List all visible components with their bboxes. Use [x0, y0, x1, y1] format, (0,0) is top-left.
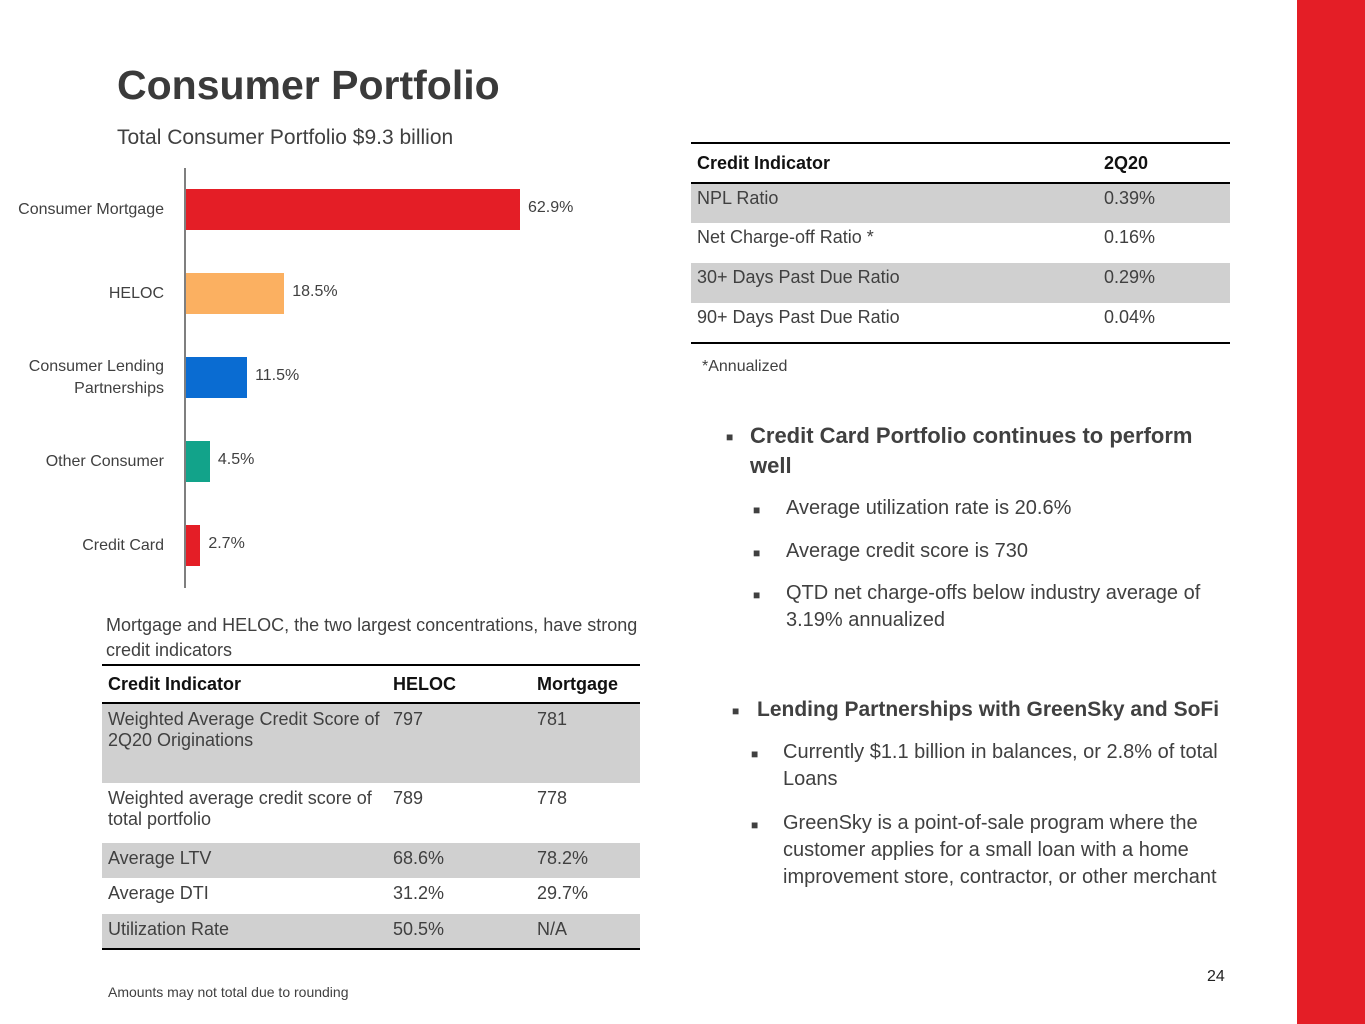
bar-heloc: [186, 273, 285, 314]
category-label: Consumer Lending Partnerships: [28, 358, 164, 397]
table-row: 90+ Days Past Due Ratio 0.04%: [691, 303, 1230, 344]
row-label: 90+ Days Past Due Ratio: [691, 303, 1098, 344]
bar-value-label: 18.5%: [292, 283, 338, 300]
row-label: 30+ Days Past Due Ratio: [691, 263, 1098, 303]
bullet-square-icon: ■: [751, 818, 759, 832]
footnote: Amounts may not total due to rounding: [108, 984, 349, 1000]
page-number: 24: [1207, 968, 1225, 985]
lending-heading: Lending Partnerships with GreenSky and S…: [757, 698, 1220, 721]
table-row: Weighted Average Credit Score of 2Q20 Or…: [102, 703, 640, 783]
bar-value-label: 62.9%: [528, 199, 574, 216]
header-credit-indicator: Credit Indicator: [691, 142, 1098, 184]
bullet-square-icon: ■: [732, 704, 740, 718]
category-label: Credit Card: [82, 537, 164, 554]
bar-value-label: 2.7%: [208, 535, 245, 552]
row-label: NPL Ratio: [691, 183, 1098, 223]
header-credit-indicator: Credit Indicator: [102, 664, 387, 704]
mortgage-note: Mortgage and HELOC, the two largest conc…: [106, 615, 638, 660]
row-mortgage: N/A: [531, 914, 640, 950]
row-label: Weighted Average Credit Score of 2Q20 Or…: [102, 703, 387, 783]
table-row: Utilization Rate 50.5% N/A: [102, 914, 640, 950]
row-value: 0.29%: [1098, 263, 1230, 303]
bar-consumer-mortgage: [186, 189, 520, 230]
bar-value-label: 11.5%: [255, 367, 300, 384]
row-label: Average LTV: [102, 843, 387, 878]
table-row: Average DTI 31.2% 29.7%: [102, 878, 640, 914]
table-row: Average LTV 68.6% 78.2%: [102, 843, 640, 878]
row-heloc: 789: [393, 788, 424, 808]
row-mortgage: 781: [531, 703, 640, 783]
bar-value-label: 4.5%: [217, 451, 255, 468]
row-heloc: 31.2%: [393, 883, 445, 903]
row-mortgage: 78.2%: [531, 843, 640, 878]
table-header-row: Credit Indicator 2Q20: [691, 142, 1230, 184]
table-row: Weighted average credit score of total p…: [102, 783, 640, 843]
bullet-square-icon: ■: [753, 588, 761, 602]
row-label: Weighted average credit score of total p…: [108, 788, 372, 829]
row-heloc: 797: [387, 703, 531, 783]
row-mortgage: 778: [537, 788, 568, 808]
page-title: Consumer Portfolio: [117, 62, 500, 108]
chart-subtitle: Total Consumer Portfolio $9.3 billion: [117, 126, 454, 149]
bar-consumer-lending-partnerships: [186, 357, 248, 398]
bullet-square-icon: ■: [726, 430, 734, 444]
bar-other-consumer: [186, 441, 210, 482]
category-label: HELOC: [108, 285, 164, 302]
bullet-square-icon: ■: [753, 503, 761, 517]
category-label: Consumer Mortgage: [18, 201, 164, 218]
row-label: Utilization Rate: [102, 914, 387, 950]
accent-bar: [1297, 0, 1365, 1024]
header-2q20: 2Q20: [1098, 142, 1230, 184]
row-value: 0.16%: [1104, 227, 1156, 247]
lending-bullet: Currently $1.1 billion in balances, or 2…: [783, 741, 1218, 790]
row-mortgage: 29.7%: [537, 883, 589, 903]
annualized-note: *Annualized: [702, 358, 788, 375]
row-heloc: 68.6%: [387, 843, 531, 878]
bullet-square-icon: ■: [753, 546, 761, 560]
row-label: Net Charge-off Ratio *: [697, 227, 874, 247]
row-heloc: 50.5%: [387, 914, 531, 950]
header-mortgage: Mortgage: [531, 664, 640, 704]
table-row: Net Charge-off Ratio * 0.16%: [691, 223, 1230, 263]
credit-card-heading: Credit Card Portfolio continues to perfo…: [750, 423, 1193, 478]
credit-indicator-table: Credit Indicator 2Q20 NPL Ratio 0.39% Ne…: [691, 142, 1230, 344]
row-value: 0.39%: [1098, 183, 1230, 223]
bullet-square-icon: ■: [751, 747, 759, 761]
lending-bullet: GreenSky is a point-of-sale program wher…: [783, 812, 1217, 888]
row-label: Average DTI: [108, 883, 209, 903]
header-heloc: HELOC: [387, 664, 531, 704]
table-row: NPL Ratio 0.39%: [691, 183, 1230, 223]
table-row: 30+ Days Past Due Ratio 0.29%: [691, 263, 1230, 303]
category-label: Other Consumer: [45, 453, 164, 470]
table-header-row: Credit Indicator HELOC Mortgage: [102, 664, 640, 704]
row-value: 0.04%: [1098, 303, 1230, 344]
mortgage-heloc-table: Credit Indicator HELOC Mortgage Weighted…: [102, 664, 640, 950]
bar-credit-card: [186, 525, 201, 566]
chart-axis: [184, 168, 186, 588]
credit-card-bullet: QTD net charge-offs below industry avera…: [786, 582, 1201, 631]
credit-card-bullet: Average utilization rate is 20.6%: [786, 497, 1072, 519]
credit-card-bullet: Average credit score is 730: [786, 540, 1028, 562]
